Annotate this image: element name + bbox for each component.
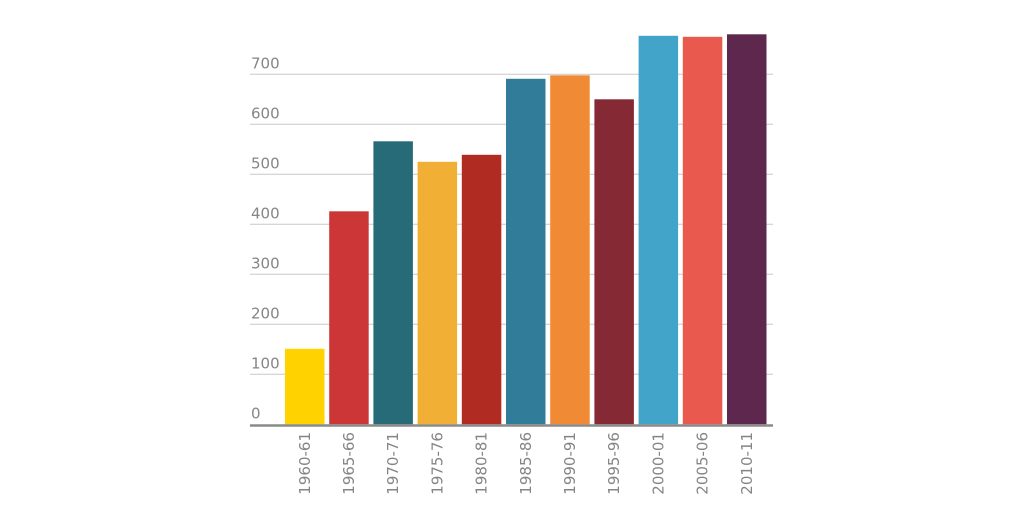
x-tick-label: 1990-91 <box>561 432 579 495</box>
bar-1970-71 <box>373 141 413 425</box>
x-tick-label: 1960-61 <box>296 432 314 495</box>
bar-1975-76 <box>417 161 458 425</box>
x-tick-label: 2010-11 <box>738 432 756 495</box>
y-tick-label: 400 <box>251 204 280 222</box>
x-tick-label: 1985-86 <box>517 432 535 495</box>
bar-2000-01 <box>638 35 679 425</box>
x-tick-label: 1995-96 <box>605 432 623 495</box>
x-tick-label: 2005-06 <box>694 432 712 495</box>
x-tick-label: 1970-71 <box>384 432 402 495</box>
y-tick-label: 500 <box>251 154 280 172</box>
bar-2005-06 <box>682 36 723 425</box>
bar-1965-66 <box>329 211 369 425</box>
bar-1980-81 <box>461 154 502 425</box>
bar-1985-86 <box>506 78 546 425</box>
y-tick-label: 700 <box>251 54 280 72</box>
bar-2010-11 <box>727 34 767 425</box>
bar-1990-91 <box>550 75 590 425</box>
x-tick-label: 2000-01 <box>649 432 667 495</box>
y-tick-label: 200 <box>251 304 280 322</box>
y-tick-label: 100 <box>251 354 280 372</box>
bar-1960-61 <box>285 348 325 425</box>
y-tick-label: 300 <box>251 254 280 272</box>
x-tick-label: 1965-66 <box>340 432 358 495</box>
x-tick-label: 1980-81 <box>473 432 491 495</box>
bar-1995-96 <box>594 99 634 425</box>
y-tick-label: 0 <box>251 404 261 422</box>
y-tick-label: 600 <box>251 104 280 122</box>
x-tick-label: 1975-76 <box>428 432 446 495</box>
